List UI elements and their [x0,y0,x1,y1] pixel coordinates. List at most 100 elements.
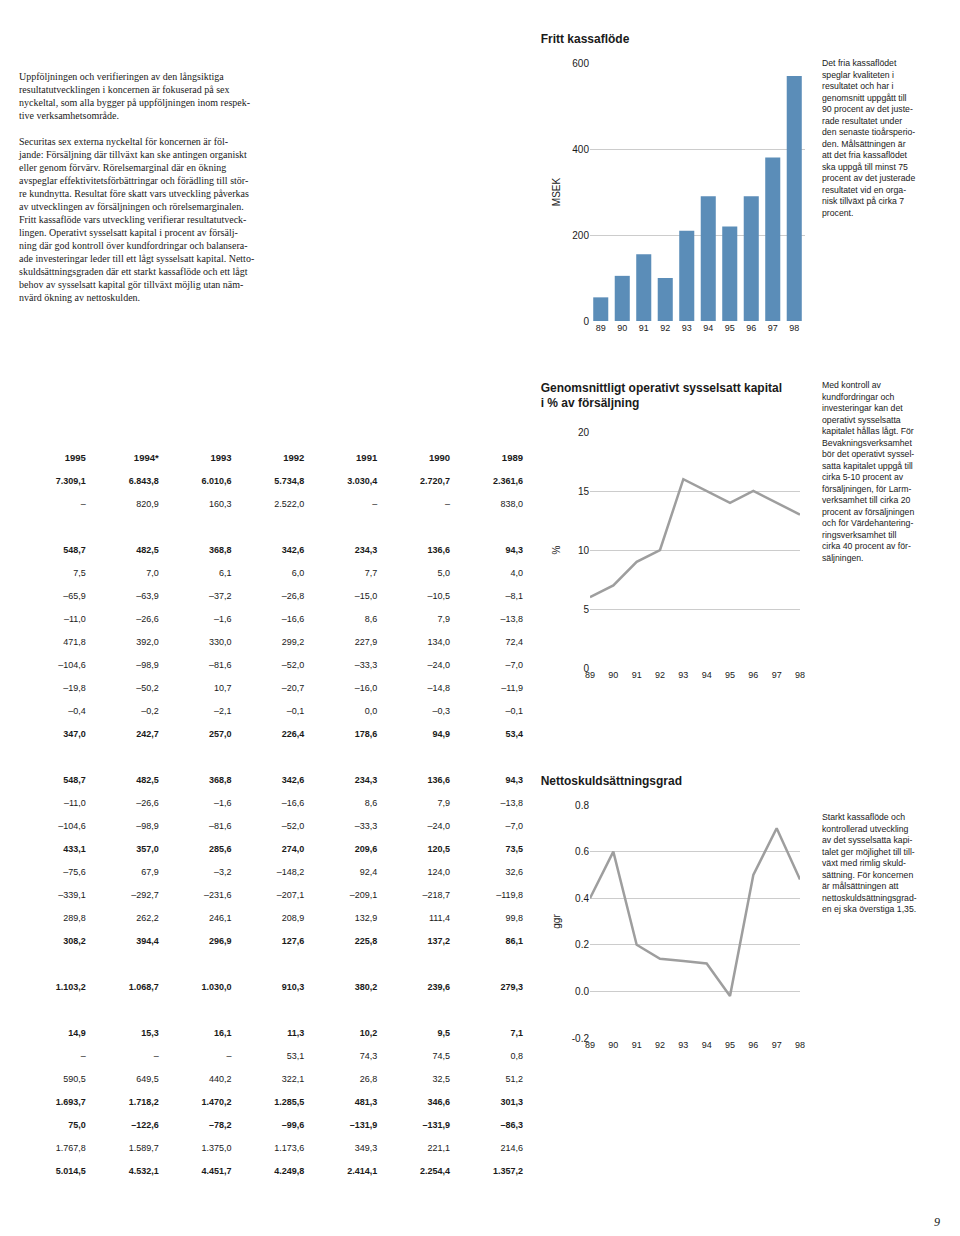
svg-text:5: 5 [583,604,589,615]
html-text:6,1: 6,1 [219,568,232,578]
html-text:7,5: 7,5 [73,568,86,578]
svg-text:95: 95 [725,323,735,333]
svg-text:0.8: 0.8 [575,800,589,811]
html-text:6.843,8: 6.843,8 [128,476,159,486]
html-text:–65,9: –65,9 [63,591,86,601]
html-text:7,0: 7,0 [146,568,159,578]
svg-text:90: 90 [617,323,627,333]
svg-text:400: 400 [572,144,589,155]
html-text:1990: 1990 [428,452,451,463]
html-text:7,7: 7,7 [364,568,378,578]
svg-text:94: 94 [702,670,712,680]
svg-text:91: 91 [639,323,649,333]
svg-text:98: 98 [795,670,805,680]
svg-text:92: 92 [655,670,665,680]
html-text:Uppföljningen och verifieringe: Uppföljningen och verifieringen av den l… [19,71,255,303]
html-text:8,6: 8,6 [364,614,378,624]
svg-text:89: 89 [585,1040,595,1050]
html-text:1994*: 1994* [133,452,159,463]
svg-text:0: 0 [583,663,589,674]
html-text:6,0: 6,0 [291,568,305,578]
svg-text:93: 93 [682,323,692,333]
svg-text:94: 94 [702,1040,712,1050]
svg-text:89: 89 [585,670,595,680]
svg-text:97: 97 [768,323,778,333]
svg-text:%: % [551,545,562,554]
svg-text:0: 0 [583,316,589,327]
html-text:Det fria kassaflödet speglar k: Det fria kassaflödet speglar kvaliteten … [822,58,916,218]
svg-text:0.6: 0.6 [575,846,589,857]
html-text:342,6: 342,6 [281,545,305,555]
svg-text:91: 91 [632,670,642,680]
html-text:2.720,7: 2.720,7 [420,476,451,486]
html-text:5,0: 5,0 [437,568,451,578]
svg-text:92: 92 [660,323,670,333]
svg-text:89: 89 [596,323,606,333]
html-text:482,5: 482,5 [136,545,159,555]
svg-text:0.4: 0.4 [575,893,589,904]
svg-text:97: 97 [772,670,782,680]
html-text:3.030,4: 3.030,4 [347,476,378,486]
svg-text:94: 94 [703,323,713,333]
svg-text:90: 90 [608,1040,618,1050]
html-text:1989: 1989 [501,452,523,463]
svg-text:Fritt kassaflöde: Fritt kassaflöde [541,32,630,46]
svg-text:200: 200 [572,230,589,241]
svg-text:15: 15 [578,486,590,497]
html-text:4,0: 4,0 [510,568,523,578]
svg-text:600: 600 [572,58,589,69]
svg-text:Genomsnittligt operativt sysse: Genomsnittligt operativt sysselsatt kapi… [541,381,782,411]
html-text:94,3: 94,3 [505,545,523,555]
svg-text:98: 98 [789,323,799,333]
svg-text:20: 20 [578,427,590,438]
svg-text:MSEK: MSEK [551,178,562,207]
svg-text:0.0: 0.0 [575,986,589,997]
html-text:1992: 1992 [283,452,305,463]
svg-text:93: 93 [678,670,688,680]
html-text:136,6: 136,6 [427,545,451,555]
html-text:368,8: 368,8 [209,545,232,555]
html-text:7,9: 7,9 [437,614,451,624]
html-text:–11,0: –11,0 [64,614,86,624]
svg-text:93: 93 [678,1040,688,1050]
svg-text:-0.2: -0.2 [572,1033,590,1044]
svg-text:96: 96 [748,670,758,680]
svg-text:95: 95 [725,670,735,680]
html-text:–63,9: –63,9 [136,591,159,601]
html-text:1995: 1995 [64,452,86,463]
html-text:–8,1: –8,1 [505,591,523,601]
html-text:–1,6: –1,6 [214,614,232,624]
svg-text:10: 10 [578,545,590,556]
html-text:–37,2: –37,2 [209,591,232,601]
html-text:–10,5: –10,5 [427,591,451,601]
svg-text:0.2: 0.2 [575,939,589,950]
html-text:–15,0: –15,0 [354,591,378,601]
html-text:234,3: 234,3 [354,545,378,555]
html-text:1991: 1991 [356,452,378,463]
html-text:–26,6: –26,6 [136,614,159,624]
svg-text:ggr: ggr [551,914,562,929]
html-text:Starkt kassaflöde och kontroll: Starkt kassaflöde och kontrollerad utvec… [822,812,917,914]
svg-text:91: 91 [632,1040,642,1050]
html-text:2.361,6: 2.361,6 [493,476,523,486]
svg-text:97: 97 [772,1040,782,1050]
html-text:Med kontroll av kundfordringar: Med kontroll av kundfordringar och inves… [822,380,915,563]
svg-text:95: 95 [725,1040,735,1050]
html-text:160,3: 160,3 [209,499,232,509]
html-text:2.522,0: 2.522,0 [274,499,305,509]
html-text:820,9: 820,9 [136,499,159,509]
html-text:–16,6: –16,6 [281,614,305,624]
html-text:838,0: 838,0 [500,499,523,509]
svg-text:90: 90 [608,670,618,680]
html-text:6.010,6: 6.010,6 [201,476,232,486]
svg-text:96: 96 [746,323,756,333]
svg-text:98: 98 [795,1040,805,1050]
svg-text:Nettoskuldsättningsgrad: Nettoskuldsättningsgrad [541,774,682,788]
html-text:7.309,1: 7.309,1 [55,476,86,486]
html-text:–26,8: –26,8 [281,591,305,601]
html-text:548,7: 548,7 [63,545,86,555]
html-text:5.734,8: 5.734,8 [274,476,305,486]
html-text:1993: 1993 [210,452,232,463]
svg-text:92: 92 [655,1040,665,1050]
svg-text:96: 96 [748,1040,758,1050]
